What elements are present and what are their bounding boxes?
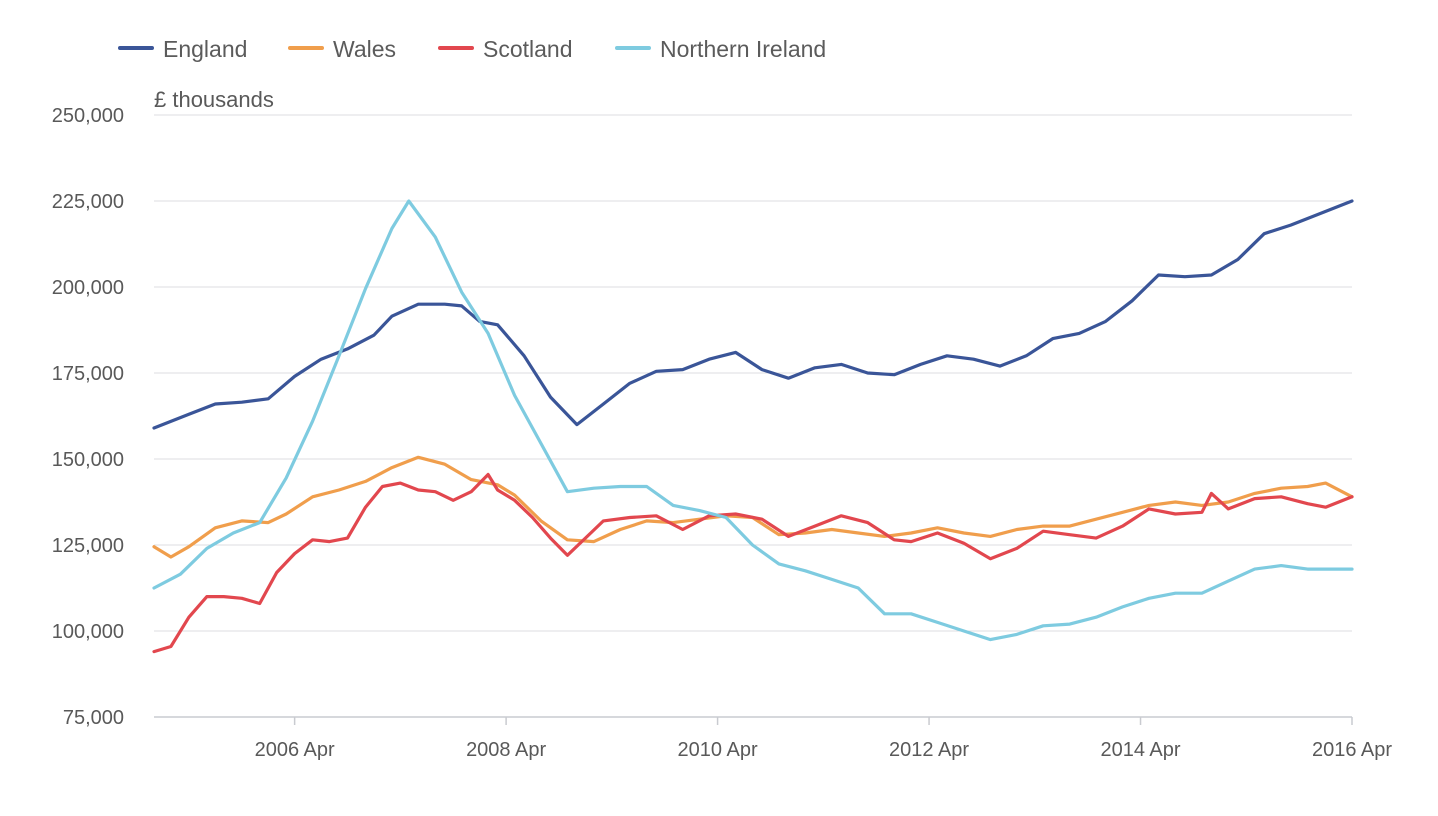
legend-item-northern-ireland[interactable]: Northern Ireland — [615, 36, 826, 62]
x-axis: 2006 Apr 2008 Apr 2010 Apr 2012 Apr 2014 Apr… — [255, 717, 1392, 761]
y-tick-label: 200,000 — [52, 277, 124, 299]
legend-item-scotland[interactable]: Scotland — [438, 36, 573, 62]
legend: England Wales Scotland Northern Ireland — [118, 36, 826, 62]
y-tick-label: 100,000 — [52, 621, 124, 643]
legend-item-england[interactable]: England — [118, 36, 247, 62]
y-tick-label: 225,000 — [52, 191, 124, 213]
x-tick-label: 2010 Apr — [678, 739, 758, 761]
gridlines — [154, 114, 1352, 718]
y-tick-label: 175,000 — [52, 363, 124, 385]
series-line-england — [152, 199, 1354, 430]
y-tick-label: 150,000 — [52, 449, 124, 471]
y-tick-label: 75,000 — [63, 707, 124, 729]
x-tick-label: 2016 Apr — [1312, 739, 1392, 761]
x-tick-label: 2012 Apr — [889, 739, 969, 761]
legend-label: England — [163, 36, 247, 62]
legend-item-wales[interactable]: Wales — [288, 36, 396, 62]
y-axis: 75,000 100,000 125,000 150,000 175,000 200,00… — [52, 105, 124, 729]
y-tick-label: 125,000 — [52, 535, 124, 557]
series-line-scotland — [152, 472, 1354, 654]
y-tick-label: 250,000 — [52, 105, 124, 127]
series-line-northern-ireland — [152, 199, 1354, 642]
y-axis-unit-label: £ thousands — [154, 87, 274, 112]
x-tick-label: 2014 Apr — [1100, 739, 1180, 761]
legend-label: Northern Ireland — [660, 36, 826, 62]
series-line-wales — [152, 455, 1354, 559]
x-tick-label: 2008 Apr — [466, 739, 546, 761]
x-tick-label: 2006 Apr — [255, 739, 335, 761]
series-lines — [152, 199, 1354, 654]
legend-label: Scotland — [483, 36, 573, 62]
legend-label: Wales — [333, 36, 396, 62]
